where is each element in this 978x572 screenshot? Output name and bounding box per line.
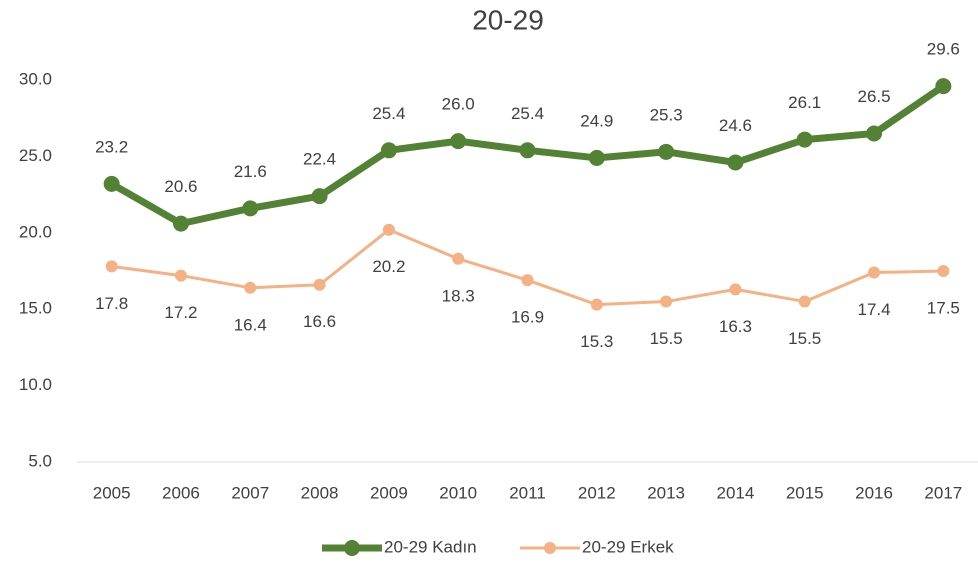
marker: [244, 281, 257, 294]
marker: [311, 188, 328, 205]
data-label: 22.4: [303, 150, 336, 169]
x-tick-label: 2008: [301, 483, 339, 502]
data-label: 23.2: [95, 137, 128, 156]
data-label: 15.5: [788, 329, 821, 348]
data-label: 25.4: [511, 104, 544, 123]
y-tick-label: 30.0: [19, 69, 52, 88]
y-tick-label: 15.0: [19, 299, 52, 318]
data-label: 15.5: [650, 329, 683, 348]
x-tick-label: 2006: [162, 483, 200, 502]
data-label: 15.3: [580, 332, 613, 351]
x-tick-label: 2005: [93, 483, 131, 502]
marker: [590, 298, 603, 311]
marker: [866, 125, 883, 142]
y-tick-label: 20.0: [19, 222, 52, 241]
x-tick-label: 2014: [717, 483, 755, 502]
data-label: 20.6: [164, 177, 197, 196]
marker: [452, 252, 465, 265]
marker: [521, 274, 534, 287]
x-tick-label: 2013: [647, 483, 685, 502]
marker: [729, 283, 742, 296]
data-label: 26.1: [788, 93, 821, 112]
data-label: 18.3: [442, 286, 475, 305]
x-tick-label: 2012: [578, 483, 616, 502]
marker: [450, 133, 467, 150]
marker: [242, 200, 259, 217]
legend-label: 20-29 Erkek: [582, 537, 674, 556]
data-label: 20.2: [372, 257, 405, 276]
x-tick-label: 2011: [509, 483, 546, 502]
x-tick-label: 2015: [786, 483, 824, 502]
data-label: 17.8: [95, 294, 128, 313]
marker: [588, 149, 605, 166]
marker: [105, 260, 118, 273]
marker: [519, 142, 536, 159]
marker: [868, 266, 881, 279]
data-label: 17.5: [927, 298, 960, 317]
data-label: 16.3: [719, 317, 752, 336]
x-tick-label: 2007: [231, 483, 269, 502]
data-label: 26.5: [857, 87, 890, 106]
marker: [935, 78, 952, 95]
y-tick-label: 10.0: [19, 375, 52, 394]
marker: [796, 131, 813, 148]
marker: [174, 269, 187, 282]
marker: [172, 215, 189, 232]
data-label: 24.6: [719, 116, 752, 135]
y-tick-label: 25.0: [19, 146, 52, 165]
marker: [382, 223, 395, 236]
legend-label: 20-29 Kadın: [384, 537, 477, 556]
data-label: 26.0: [442, 95, 475, 114]
marker: [313, 278, 326, 291]
line: [111, 228, 944, 307]
x-tick-label: 2016: [855, 483, 893, 502]
data-label: 21.6: [234, 162, 267, 181]
marker: [380, 142, 397, 159]
data-label: 29.6: [927, 40, 960, 59]
legend-marker: [344, 540, 360, 556]
marker: [798, 295, 811, 308]
data-label: 17.2: [164, 303, 197, 322]
legend-marker: [544, 542, 556, 554]
y-tick-label: 5.0: [28, 451, 52, 470]
marker: [937, 265, 950, 277]
x-tick-label: 2009: [370, 483, 408, 502]
data-label: 25.3: [650, 105, 683, 124]
data-label: 16.4: [234, 315, 267, 334]
data-label: 16.9: [511, 308, 544, 327]
marker: [660, 295, 673, 308]
marker: [658, 143, 675, 160]
marker: [103, 175, 120, 192]
marker: [727, 154, 744, 171]
x-tick-label: 2010: [439, 483, 477, 502]
chart-title: 20-29: [472, 4, 544, 35]
data-label: 16.6: [303, 312, 336, 331]
data-label: 17.4: [857, 300, 890, 319]
data-label: 24.9: [580, 111, 613, 130]
x-tick-label: 2017: [924, 483, 962, 502]
data-label: 25.4: [372, 104, 405, 123]
